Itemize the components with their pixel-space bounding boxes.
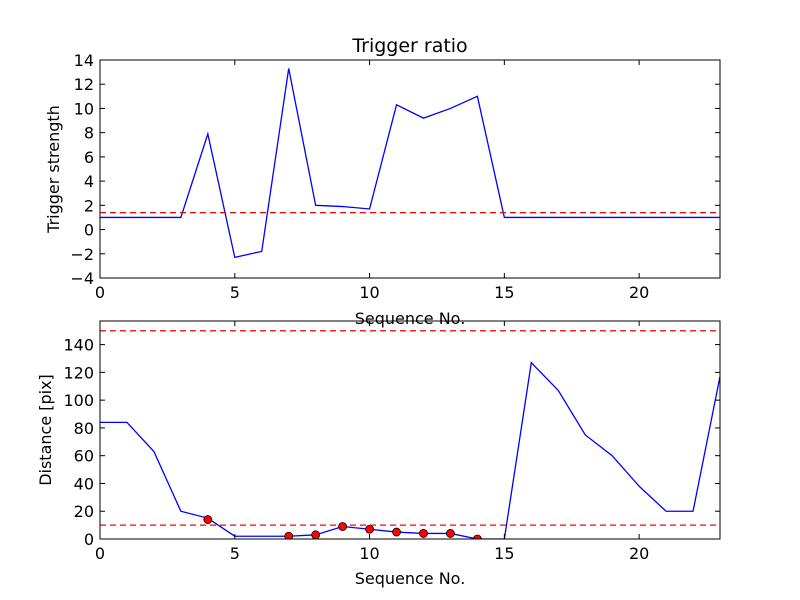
y-tick-label: 0 [84,221,94,240]
plot-marks [100,68,720,259]
series-line [100,68,720,259]
y-axis-label: Trigger strength [44,105,63,234]
data-point [203,515,213,524]
x-tick-label: 20 [629,283,649,302]
y-tick-label: 0 [84,530,94,549]
y-tick-label: 40 [74,474,94,493]
trigger-ratio-subplot: Trigger ratio Sequence No. Trigger stren… [44,35,721,328]
y-tick-label: 60 [74,447,94,466]
y-axis-label: Distance [pix] [36,374,55,486]
y-tick-label: 14 [74,51,94,70]
data-point [338,522,348,531]
distance-subplot: Sequence No. Distance [pix] 0 5 10 15 20 0 20 4… [36,320,721,588]
y-tick-label: 2 [84,196,94,215]
x-axis-label: Sequence No. [355,309,466,328]
x-tick-label: 5 [230,544,240,563]
x-tick-label: 0 [95,544,105,563]
y-tick-label: 10 [74,99,94,118]
y-tick-label: 120 [63,363,94,382]
y-tick-label: 80 [74,419,94,438]
data-point [419,529,428,538]
x-tick-label: 0 [95,283,105,302]
y-tick-label: 4 [84,172,94,191]
data-point [311,530,321,539]
x-tick-label: 10 [359,544,379,563]
data-point [365,524,374,534]
plot-frame [99,59,721,279]
x-tick-label: 15 [494,544,514,563]
x-tick-label: 10 [359,283,379,302]
x-tick-label: 20 [629,544,649,563]
y-tick-label: 6 [84,148,94,167]
y-tick-label: −4 [70,269,94,288]
x-tick-label: 5 [230,283,240,302]
plot-frame [99,320,721,540]
y-tick-label: 100 [63,391,94,410]
plot-marks [100,330,720,539]
y-tick-label: 20 [74,502,94,521]
y-tick-label: −2 [70,245,94,264]
y-tick-label: 140 [63,336,94,355]
chart-title: Trigger ratio [351,35,467,57]
y-tick-label: 12 [74,75,94,94]
data-point [446,529,455,538]
axis-ticks: 0 5 10 15 20 0 20 40 60 80 100 120 140 [63,321,720,563]
series-line [100,361,720,539]
y-tick-label: 8 [84,124,94,143]
x-tick-label: 15 [494,283,514,302]
data-point [392,527,401,537]
x-axis-label: Sequence No. [355,569,466,588]
data-point [472,534,482,539]
data-point [284,531,294,539]
